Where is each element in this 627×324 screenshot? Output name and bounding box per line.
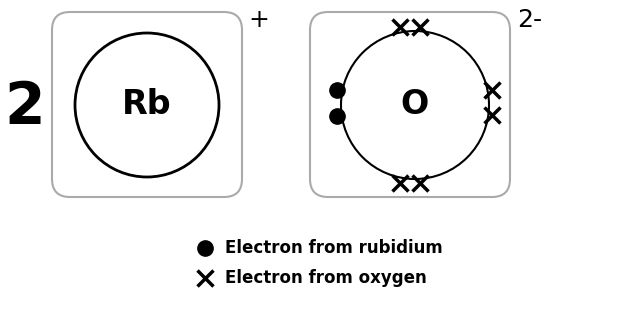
Text: Electron from oxygen: Electron from oxygen	[225, 269, 427, 287]
Text: O: O	[401, 88, 429, 122]
Circle shape	[341, 31, 489, 179]
Circle shape	[75, 33, 219, 177]
FancyBboxPatch shape	[310, 12, 510, 197]
Text: Rb: Rb	[122, 88, 172, 122]
Text: +: +	[248, 8, 269, 32]
Text: 2-: 2-	[517, 8, 542, 32]
Text: 2: 2	[4, 79, 45, 136]
Text: Electron from rubidium: Electron from rubidium	[225, 239, 443, 257]
FancyBboxPatch shape	[52, 12, 242, 197]
